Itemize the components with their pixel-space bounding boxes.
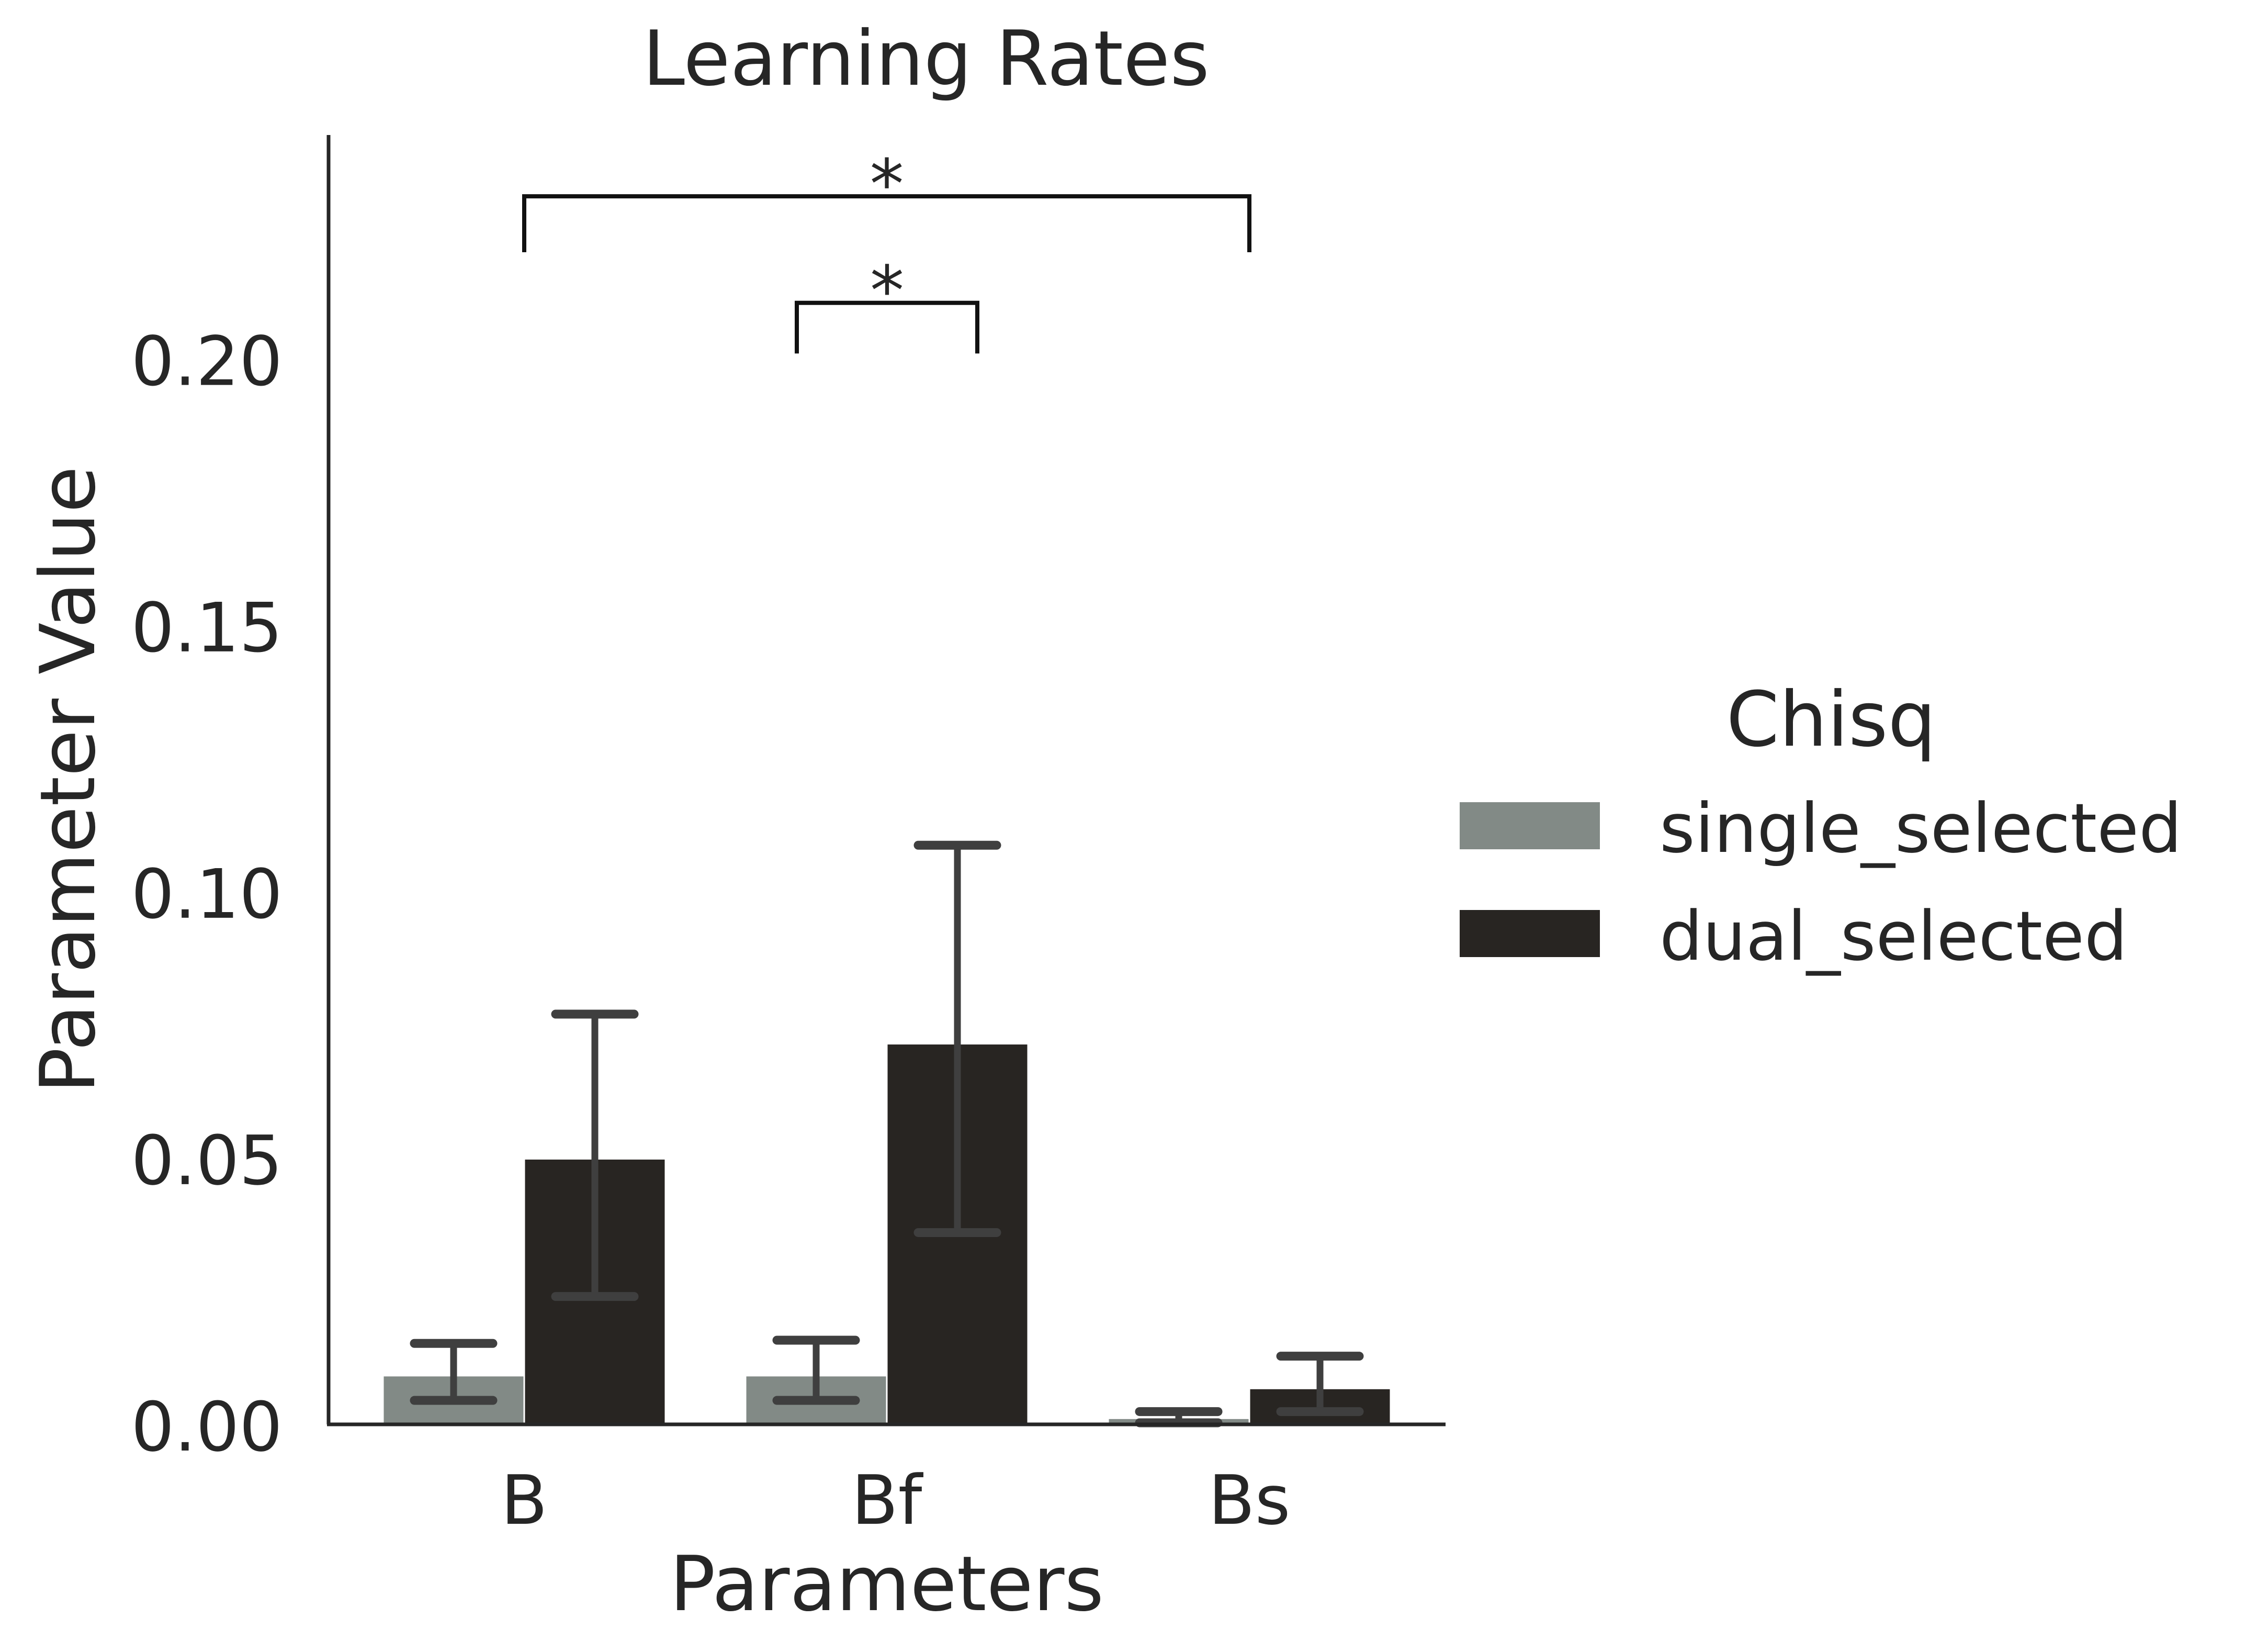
legend: Chisq single_selected dual_selected [1460, 676, 2182, 976]
error-bar-single_selected-Bs [1135, 1407, 1223, 1428]
significance-annotations: ** [522, 144, 1251, 354]
legend-item-dual_selected: dual_selected [1460, 896, 2127, 976]
x-axis-label: Parameters [670, 1540, 1104, 1628]
error-bar-dual_selected-B [551, 1009, 639, 1301]
significance-star: * [870, 251, 904, 331]
y-axis-label: Parameter Value [24, 466, 112, 1094]
x-tick-label: B [501, 1460, 547, 1540]
legend-swatch [1460, 802, 1600, 849]
x-tick-label: Bf [852, 1460, 924, 1540]
legend-title: Chisq [1726, 676, 1936, 764]
chart-title: Learning Rates [642, 15, 1210, 103]
y-tick-label: 0.00 [131, 1387, 283, 1467]
legend-item-single_selected: single_selected [1460, 789, 2182, 868]
y-tick-labels: 0.00 0.05 0.10 0.15 0.20 [131, 322, 283, 1467]
y-tick-label: 0.10 [131, 855, 283, 934]
error-bar-dual_selected-Bs [1276, 1352, 1364, 1417]
error-bar-dual_selected-Bf [913, 840, 1001, 1237]
y-tick-label: 0.15 [131, 588, 283, 668]
significance-bracket: * [795, 251, 979, 354]
legend-label: single_selected [1660, 789, 2182, 868]
legend-items: single_selected dual_selected [1460, 789, 2182, 976]
bars-layer [383, 1044, 1390, 1424]
legend-swatch [1460, 910, 1600, 957]
significance-bracket: * [522, 144, 1251, 252]
error-bar-single_selected-B [410, 1339, 498, 1405]
error-bar-single_selected-Bf [772, 1335, 860, 1405]
significance-star: * [870, 144, 904, 224]
x-tick-label: Bs [1209, 1460, 1291, 1540]
x-tick-labels: B Bf Bs [501, 1460, 1290, 1540]
y-tick-label: 0.20 [131, 322, 283, 401]
y-tick-label: 0.05 [131, 1121, 283, 1200]
legend-label: dual_selected [1660, 896, 2127, 976]
